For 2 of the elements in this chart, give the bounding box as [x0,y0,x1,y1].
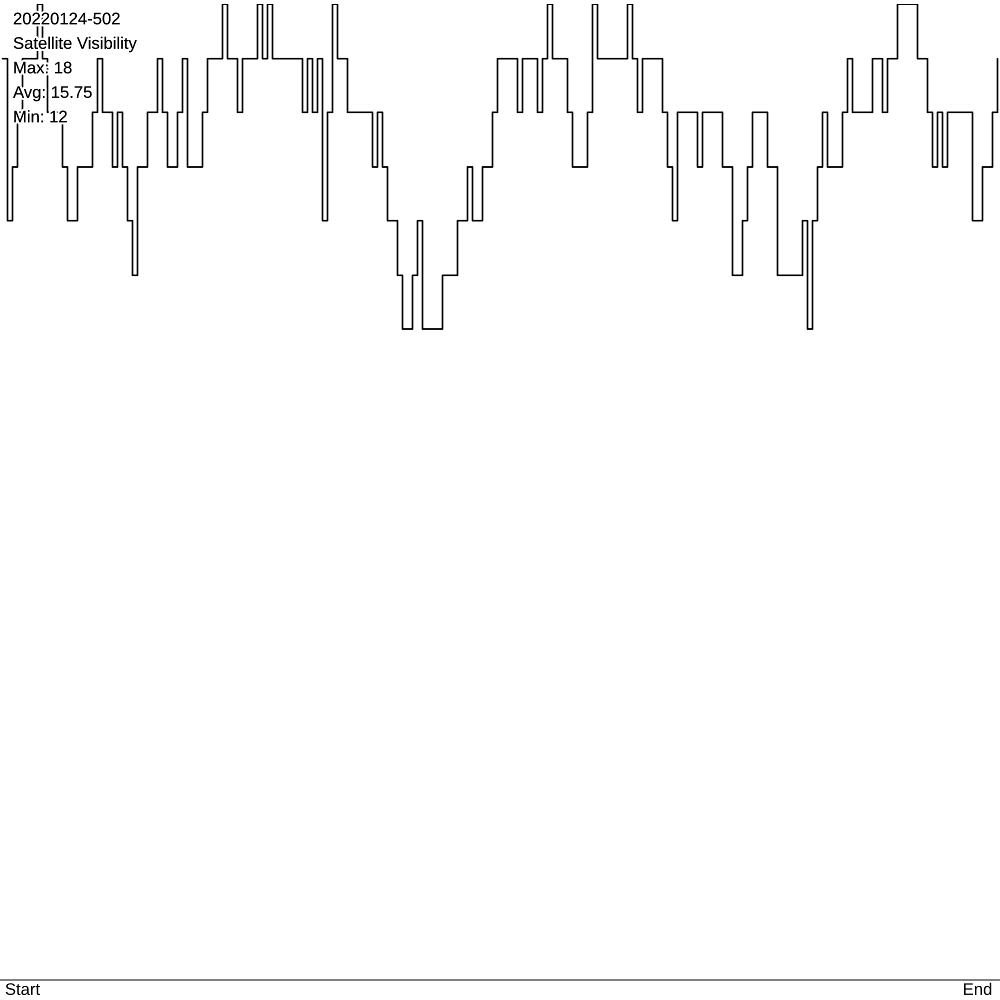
x-tick-label: Start [6,983,40,996]
x-tick-label: End [964,982,992,996]
